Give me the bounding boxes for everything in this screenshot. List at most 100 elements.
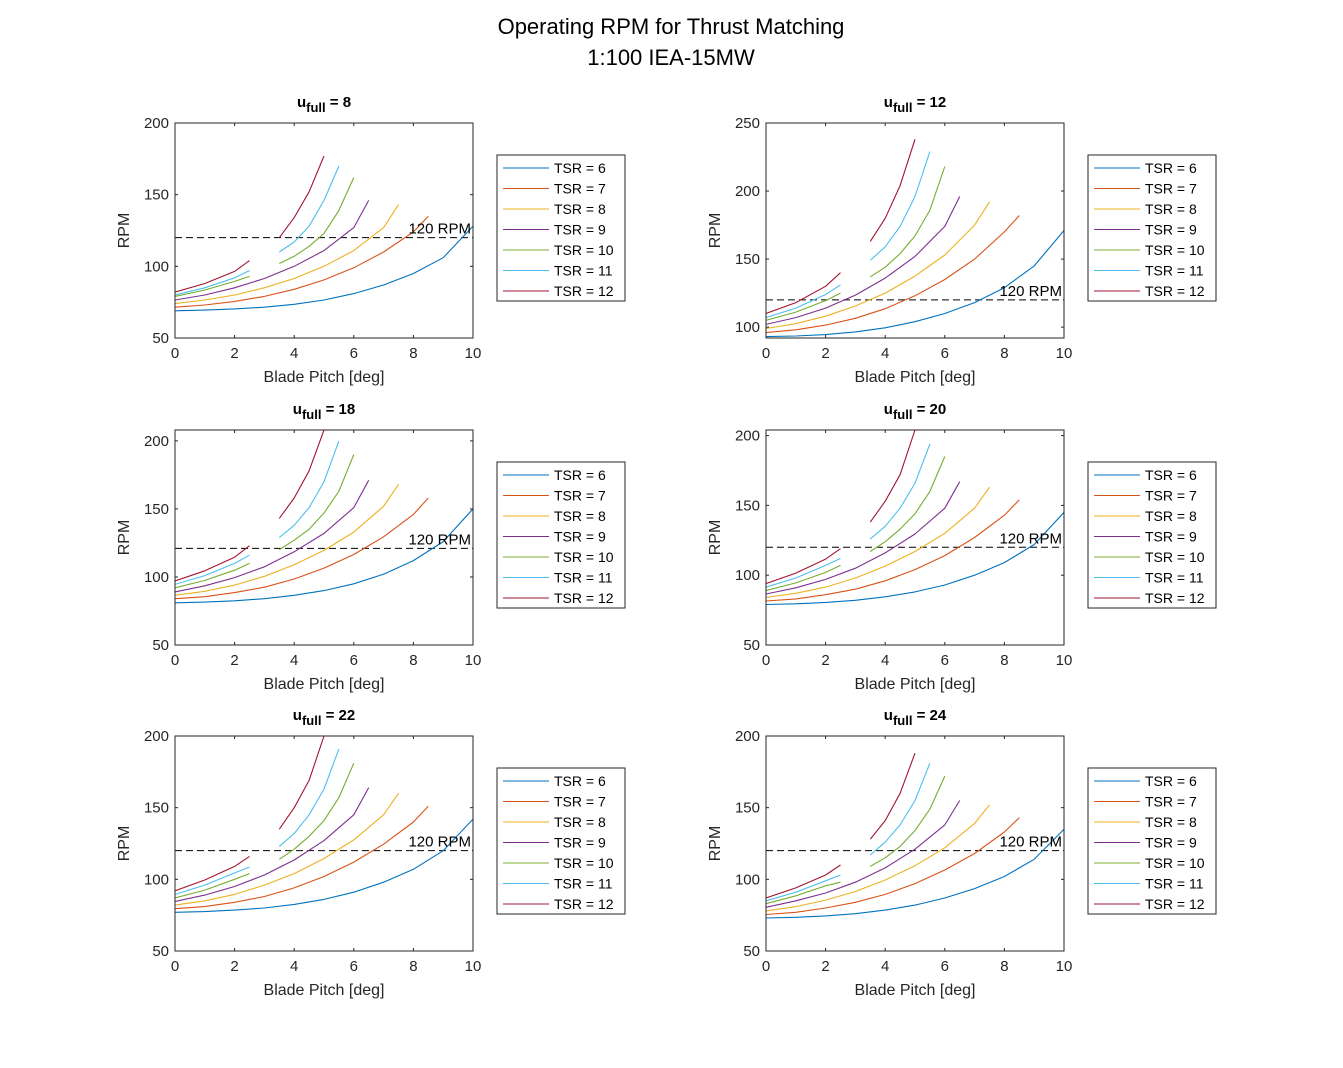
x-tick-label: 8 — [409, 652, 417, 669]
series-line-tsr-7-segment-1 — [175, 215, 429, 308]
series-line-tsr-7-segment-1 — [175, 805, 429, 910]
series-line-tsr-11-segment-2 — [278, 748, 340, 847]
reference-line-label: 120 RPM — [999, 283, 1062, 300]
legend-label: TSR = 9 — [554, 529, 606, 545]
x-tick-label: 2 — [821, 345, 829, 362]
legend-label: TSR = 8 — [554, 201, 606, 217]
series-line-tsr-10-segment-1 — [175, 562, 250, 589]
x-tick-label: 8 — [1000, 345, 1008, 362]
x-tick-label: 6 — [350, 345, 358, 362]
series-line-tsr-12-segment-1 — [766, 864, 841, 899]
series-line-tsr-11-segment-1 — [175, 270, 250, 296]
series-line-tsr-6-segment-1 — [766, 230, 1064, 338]
y-tick-label: 150 — [144, 187, 169, 204]
y-tick-label: 250 — [735, 115, 760, 132]
data-lines — [766, 753, 1064, 919]
reference-line-label: 120 RPM — [999, 530, 1062, 547]
legend-label: TSR = 8 — [554, 508, 606, 524]
legend: TSR = 6 TSR = 7 TSR = 8 TSR = 9 TSR = 10 TSR … — [1087, 767, 1217, 915]
y-tick-label: 150 — [735, 251, 760, 268]
legend-label: TSR = 6 — [554, 160, 606, 176]
legend-label: TSR = 8 — [1145, 201, 1197, 217]
title-value: = 12 — [912, 94, 946, 111]
legend-label: TSR = 9 — [554, 222, 606, 238]
legend-label: TSR = 6 — [554, 467, 606, 483]
legend-label: TSR = 11 — [1145, 570, 1204, 586]
series-line-tsr-12-segment-2 — [278, 736, 325, 830]
y-tick-label: 200 — [735, 428, 760, 445]
series-line-tsr-12-segment-1 — [175, 855, 250, 892]
series-line-tsr-11-segment-1 — [766, 284, 841, 319]
axes-box — [765, 735, 1065, 952]
x-tick-label: 6 — [941, 345, 949, 362]
series-line-tsr-11-segment-1 — [766, 874, 841, 902]
legend-label: TSR = 12 — [1145, 590, 1205, 606]
legend-box — [496, 767, 626, 915]
series-line-tsr-6-segment-1 — [175, 508, 473, 604]
y-tick-label: 50 — [152, 637, 169, 654]
x-tick-label: 10 — [465, 345, 482, 362]
legend-label: TSR = 10 — [554, 549, 614, 565]
series-line-tsr-7-segment-1 — [766, 817, 1020, 916]
x-tick-label: 2 — [230, 652, 238, 669]
data-lines — [175, 155, 473, 312]
legend-label: TSR = 8 — [1145, 814, 1197, 830]
subplot-2: ufull = 12 120 RPM 0 2 4 6 8 10 100 150 200 250 Blad… — [707, 94, 1217, 386]
series-line-tsr-10-segment-1 — [766, 292, 841, 321]
title-value: = 8 — [326, 94, 351, 111]
title-subscript: full — [302, 407, 322, 422]
y-axis-label: RPM — [116, 520, 133, 556]
series-line-tsr-10-segment-1 — [175, 275, 250, 297]
y-tick-label: 200 — [144, 115, 169, 132]
series-line-tsr-11-segment-1 — [766, 557, 841, 588]
series-line-tsr-11-segment-2 — [278, 440, 340, 538]
x-axis-label: Blade Pitch [deg] — [855, 676, 976, 693]
reference-line-label: 120 RPM — [408, 221, 471, 238]
series-line-tsr-9-segment-1 — [766, 800, 961, 908]
x-tick-label: 2 — [230, 958, 238, 975]
y-tick-label: 50 — [152, 943, 169, 960]
series-line-tsr-6-segment-1 — [766, 512, 1064, 606]
subplot-3: ufull = 18 120 RPM 0 2 4 6 8 10 50 100 150 200 Blade… — [116, 401, 626, 693]
y-axis-label: RPM — [707, 826, 724, 862]
y-tick-label: 100 — [144, 569, 169, 586]
series-line-tsr-10-segment-2 — [870, 775, 946, 867]
series-line-tsr-11-segment-2 — [869, 762, 931, 856]
series-line-tsr-12-segment-1 — [766, 548, 841, 585]
y-axis-label: RPM — [707, 213, 724, 249]
x-tick-label: 10 — [1056, 345, 1073, 362]
x-tick-label: 4 — [290, 958, 298, 975]
x-tick-label: 0 — [171, 652, 179, 669]
axes-box — [174, 122, 474, 339]
legend-label: TSR = 9 — [1145, 835, 1197, 851]
reference-line-label: 120 RPM — [408, 834, 471, 851]
series-line-tsr-10-segment-2 — [279, 454, 355, 551]
y-tick-label: 100 — [735, 871, 760, 888]
figure-title-line1: Operating RPM for Thrust Matching — [498, 14, 845, 39]
plot-area — [175, 430, 473, 645]
title-subscript: full — [893, 100, 913, 115]
legend-label: TSR = 10 — [1145, 855, 1205, 871]
y-tick-label: 100 — [144, 258, 169, 275]
x-tick-label: 2 — [821, 958, 829, 975]
subplot-grid: u full = 8 120 RPM 0 2 4 6 8 10 50 100 150 200 Blade … — [116, 94, 1217, 999]
y-tick-label: 100 — [735, 319, 760, 336]
legend-label: TSR = 7 — [1145, 488, 1197, 504]
legend-label: TSR = 8 — [1145, 508, 1197, 524]
legend-label: TSR = 11 — [1145, 876, 1204, 892]
legend-box — [496, 461, 626, 609]
series-line-tsr-12-segment-2 — [278, 430, 325, 519]
legend-label: TSR = 12 — [1145, 896, 1205, 912]
title-symbol: u — [884, 401, 893, 418]
title-value: = 22 — [321, 707, 355, 724]
series-line-tsr-7-segment-1 — [766, 215, 1020, 334]
x-tick-label: 10 — [1056, 958, 1073, 975]
title-value: = 20 — [912, 401, 946, 418]
legend-box — [1087, 461, 1217, 609]
legend-box — [1087, 767, 1217, 915]
y-tick-label: 200 — [144, 433, 169, 450]
subplot-5: ufull = 22 120 RPM 0 2 4 6 8 10 50 100 150 200 Blade… — [116, 707, 626, 999]
series-line-tsr-8-segment-1 — [175, 792, 399, 906]
legend-label: TSR = 6 — [1145, 160, 1197, 176]
x-axis-label: Blade Pitch [deg] — [264, 982, 385, 999]
